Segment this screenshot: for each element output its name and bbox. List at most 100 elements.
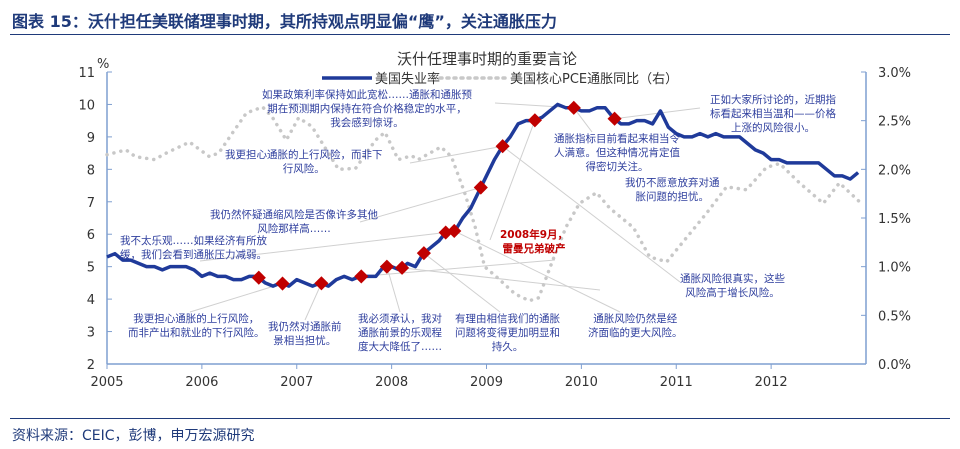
annotation-line: 我仍然怀疑通缩风险是否像许多其他 (210, 209, 378, 221)
annotation-line: 我更担心通胀的上行风险， (133, 313, 260, 325)
source-note: 资料来源：CEIC，彭博，申万宏源研究 (12, 428, 255, 444)
statement-marker (379, 259, 394, 274)
left-tick-label: 7 (87, 196, 95, 211)
statement-annotation: 我更担心通胀的上行风险， 而非产出和就业的下行风险。 (128, 312, 265, 340)
left-tick-label: 4 (87, 293, 95, 308)
statement-marker (394, 260, 410, 275)
statement-marker (495, 139, 510, 154)
annotation-line: 问题将变得更加明显和 (455, 327, 560, 339)
statement-annotation: 我仍然怀疑通缩风险是否像许多其他 风险那样高…… (210, 208, 378, 236)
left-tick-label: 11 (78, 66, 95, 81)
statement-marker (416, 246, 431, 261)
annotation-line: 我仍然对通胀前 (268, 321, 342, 333)
statement-annotation: 如果政策利率保持如此宽松……通胀和通胀预 期在预测期内保持在符合价格稳定的水平， 我… (262, 88, 472, 130)
left-tick-label: 9 (87, 131, 95, 146)
x-tick-label: 2007 (280, 375, 313, 390)
annotation-line: 风险那样高…… (257, 223, 331, 235)
annotation-leader-line (189, 283, 283, 313)
right-tick-label: 0.0% (878, 358, 911, 373)
x-tick-label: 2010 (565, 375, 598, 390)
annotation-line: 胀问题的担忧。 (635, 191, 710, 203)
statement-annotation: 通胀风险仍然是经 济面临的更大风险。 (588, 312, 683, 340)
right-tick-label: 2.5% (878, 115, 911, 130)
title-divider (10, 34, 950, 35)
statement-marker (447, 223, 462, 239)
annotation-line: 通胀前景的乐观程 (358, 327, 442, 339)
annotation-line: 行风险。 (282, 163, 325, 175)
x-tick-label: 2008 (375, 375, 408, 390)
x-tick-label: 2012 (755, 375, 788, 390)
left-tick-label: 3 (87, 326, 95, 341)
annotation-line: 我更担心通胀的上行风险，而非下 (225, 149, 383, 161)
right-tick-label: 1.0% (878, 261, 911, 276)
annotation-line: 我必须承认，我对 (358, 313, 442, 325)
annotation-line: 而非产出和就业的下行风险。 (128, 327, 265, 339)
chart-title: 沃什任理事时期的重要言论 (397, 50, 577, 68)
right-tick-label: 0.5% (878, 309, 911, 324)
annotation-line: 如果政策利率保持如此宽松……通胀和通胀预 (262, 89, 472, 101)
statement-annotation: 有理由相信我们的通胀 问题将变得更加明显和 持久。 (455, 312, 560, 354)
statement-marker (607, 111, 622, 126)
annotation-leader-line (361, 259, 556, 277)
core-pce-series-line (105, 105, 864, 303)
annotation-leader-line (402, 267, 601, 291)
annotation-line: 我会感到惊讶。 (330, 117, 404, 129)
annotation-leader-line (489, 120, 536, 241)
annotation-line: 景相当担忧。 (273, 335, 337, 347)
left-tick-label: 5 (87, 261, 95, 276)
statement-annotation: 我仍然对通胀前 景相当担忧。 (268, 320, 342, 348)
statement-marker (275, 276, 290, 291)
annotation-line: 雷曼兄弟破产 (502, 243, 566, 255)
statement-annotation: 我必须承认，我对 通胀前景的乐观程 度大大降低了…… (358, 312, 442, 354)
annotation-line: 风险高于增长风险。 (685, 287, 780, 299)
annotation-line: 通胀指标目前看起来相当令 (554, 133, 680, 145)
left-axis-unit: % (97, 57, 109, 72)
statement-marker (527, 113, 542, 128)
annotation-line: 缓，我们会看到通胀压力减弱。 (120, 249, 267, 261)
legend: 美国失业率 美国核心PCE通胀同比（右） (322, 71, 678, 87)
annotation-line: 通胀风险仍然是经 (593, 313, 678, 325)
statement-marker (473, 180, 488, 195)
statement-annotation: 我不太乐观……如果经济有所放 缓，我们会看到通胀压力减弱。 (120, 234, 267, 262)
lehman-event-annotation: 2008年9月， 雷曼兄弟破产 (500, 228, 568, 256)
x-tick-label: 2006 (185, 375, 218, 390)
figure-title: 图表 15：沃什担任美联储理事时期，其所持观点明显偏“鹰”，关注通胀压力 (12, 12, 557, 31)
right-tick-label: 2.0% (878, 163, 911, 178)
left-tick-label: 2 (87, 358, 95, 373)
annotation-line: 上涨的风险很小。 (731, 122, 815, 134)
statement-annotation: 我更担心通胀的上行风险，而非下 行风险。 (225, 148, 383, 176)
statement-annotation: 我仍不愿意放弃对通 胀问题的担忧。 (625, 176, 720, 204)
left-tick-label: 6 (87, 228, 95, 243)
annotation-line: 持久。 (491, 341, 524, 353)
annotation-leader-line (423, 252, 501, 313)
annotation-line: 正如大家所讨论的，近期指 (710, 94, 836, 106)
annotation-leader-line (502, 145, 681, 283)
left-tick-label: 10 (78, 98, 95, 113)
legend-core-pce-label: 美国核心PCE通胀同比（右） (510, 72, 678, 87)
statement-marker (354, 269, 369, 284)
statement-annotation: 正如大家所讨论的，近期指 标看起来相当温和——价格 上涨的风险很小。 (710, 93, 836, 135)
legend-unemployment-label: 美国失业率 (375, 71, 440, 87)
statement-marker (566, 100, 581, 115)
annotation-line: 标看起来相当温和——价格 (710, 108, 836, 120)
annotation-leader-line (454, 230, 621, 313)
annotation-line: 度大大降低了…… (358, 341, 442, 353)
right-tick-label: 1.5% (878, 212, 911, 227)
annotation-leader-line (199, 232, 446, 262)
right-tick-label: 3.0% (878, 66, 911, 81)
statement-annotation: 通胀指标目前看起来相当令 人满意。但这种情况肯定值 得密切关注。 (554, 132, 680, 174)
annotation-line: 2008年9月， (500, 229, 569, 241)
statement-marker (314, 276, 329, 291)
annotation-line: 我不太乐观……如果经济有所放 (120, 235, 267, 247)
x-tick-label: 2005 (90, 375, 123, 390)
left-tick-label: 8 (87, 163, 95, 178)
annotation-line: 通胀风险很真实，这些 (680, 273, 785, 285)
annotation-line: 人满意。但这种情况肯定值 (554, 147, 680, 159)
annotation-line: 有理由相信我们的通胀 (455, 313, 560, 325)
annotation-leader-line (359, 187, 481, 223)
annotation-leader-line (409, 145, 503, 164)
x-tick-label: 2009 (470, 375, 503, 390)
statement-annotation: 通胀风险很真实，这些 风险高于增长风险。 (680, 272, 785, 300)
footer-divider (10, 418, 950, 419)
